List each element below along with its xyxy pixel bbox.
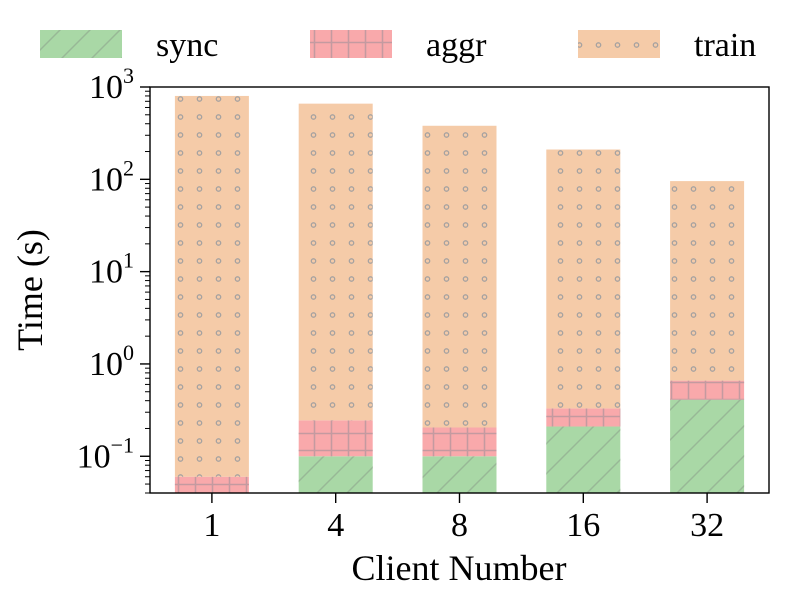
bar-aggr-8 xyxy=(422,427,497,457)
y-tick-base: 10 xyxy=(89,346,123,383)
legend-item-train: train xyxy=(578,27,756,64)
y-tick-label: 10−1 xyxy=(77,432,134,475)
legend-label-aggr: aggr xyxy=(426,27,487,64)
y-tick-base: 10 xyxy=(77,438,111,475)
bar-aggr-4 xyxy=(298,420,373,457)
y-tick-base: 10 xyxy=(89,69,123,106)
bar-train-4 xyxy=(298,103,373,421)
bar-sync-32 xyxy=(670,399,745,493)
bar-aggr-1 xyxy=(174,476,249,493)
x-tick-label: 4 xyxy=(327,507,344,544)
legend-label-sync: sync xyxy=(156,27,218,64)
y-tick-exponent: −1 xyxy=(111,432,134,457)
y-tick-label: 102 xyxy=(89,155,134,198)
legend-item-sync: sync xyxy=(40,27,218,64)
x-tick-label: 1 xyxy=(203,507,220,544)
legend-label-train: train xyxy=(694,27,756,64)
x-axis: 1 4 8 16 32 xyxy=(203,493,724,544)
y-tick-base: 10 xyxy=(89,161,123,198)
bar-train-32 xyxy=(670,181,745,381)
x-axis-title: Client Number xyxy=(352,548,567,588)
x-tick-label: 32 xyxy=(690,507,724,544)
legend-item-aggr: aggr xyxy=(310,27,487,64)
y-axis-title: Time (s) xyxy=(10,229,50,351)
x-tick-label: 16 xyxy=(566,507,600,544)
bar-sync-4 xyxy=(298,456,373,493)
y-tick-label: 101 xyxy=(89,248,134,291)
bars xyxy=(174,95,745,493)
y-tick-exponent: 2 xyxy=(123,155,134,180)
bar-sync-8 xyxy=(422,456,497,493)
x-tick-label: 8 xyxy=(451,507,468,544)
legend: sync aggr train xyxy=(40,27,756,64)
bar-train-1 xyxy=(174,95,249,477)
bar-aggr-32 xyxy=(670,380,745,400)
y-tick-exponent: 3 xyxy=(123,63,134,88)
bar-train-8 xyxy=(422,125,497,428)
y-tick-label: 103 xyxy=(89,63,134,106)
y-tick-base: 10 xyxy=(89,254,123,291)
y-tick-exponent: 0 xyxy=(123,340,134,365)
bar-sync-16 xyxy=(546,426,621,493)
bar-train-16 xyxy=(546,149,621,409)
y-tick-exponent: 1 xyxy=(123,248,134,273)
bar-aggr-16 xyxy=(546,408,621,427)
y-tick-label: 100 xyxy=(89,340,134,383)
